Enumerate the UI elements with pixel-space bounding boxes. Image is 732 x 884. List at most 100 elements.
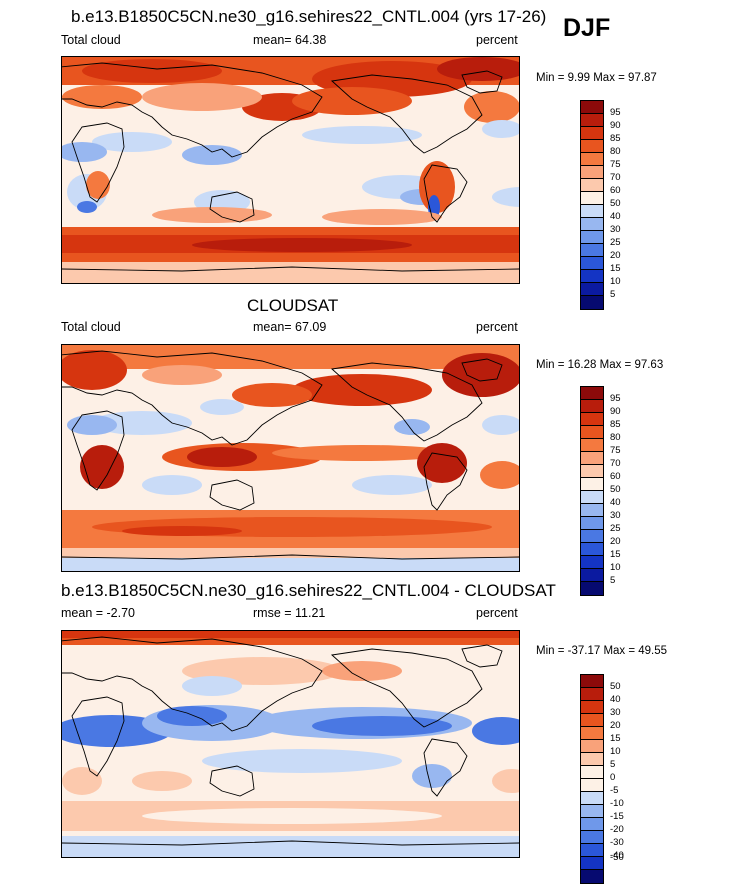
legend-swatch <box>581 205 603 218</box>
legend-tick: 10 <box>610 276 621 287</box>
legend-swatch <box>581 283 603 296</box>
legend-tick: 50 <box>610 681 621 692</box>
panel3-legend <box>580 674 604 884</box>
legend-tick: 80 <box>610 146 621 157</box>
legend-swatch <box>581 818 603 831</box>
legend-swatch <box>581 857 603 870</box>
legend-swatch <box>581 792 603 805</box>
legend-swatch <box>581 153 603 166</box>
panel2-field <box>62 345 519 571</box>
legend-tick: 95 <box>610 107 621 118</box>
legend-tick: 85 <box>610 419 621 430</box>
legend-swatch <box>581 400 603 413</box>
panel1-mean-label: mean= 64.38 <box>253 33 327 47</box>
legend-tick: 25 <box>610 523 621 534</box>
panel3-units-label: percent <box>476 606 518 620</box>
legend-tick: 25 <box>610 237 621 248</box>
panel1-map <box>61 56 520 284</box>
legend-swatch <box>581 675 603 688</box>
legend-tick: 75 <box>610 445 621 456</box>
legend-tick: -5 <box>610 785 619 796</box>
legend-tick: -50 <box>610 852 624 863</box>
legend-swatch <box>581 582 603 595</box>
legend-swatch <box>581 569 603 582</box>
legend-tick: 90 <box>610 120 621 131</box>
legend-tick: 70 <box>610 458 621 469</box>
legend-tick: 70 <box>610 172 621 183</box>
legend-swatch <box>581 439 603 452</box>
legend-swatch <box>581 140 603 153</box>
legend-tick: 15 <box>610 549 621 560</box>
legend-swatch <box>581 114 603 127</box>
legend-swatch <box>581 244 603 257</box>
legend-tick: 5 <box>610 759 616 770</box>
legend-swatch <box>581 844 603 857</box>
legend-tick: 10 <box>610 746 621 757</box>
legend-tick: 50 <box>610 198 621 209</box>
legend-swatch <box>581 805 603 818</box>
legend-tick: 60 <box>610 185 621 196</box>
panel1-title: b.e13.B1850C5CN.ne30_g16.sehires22_CNTL.… <box>71 7 547 26</box>
legend-swatch <box>581 296 603 309</box>
legend-tick: 85 <box>610 133 621 144</box>
legend-swatch <box>581 257 603 270</box>
legend-swatch <box>581 701 603 714</box>
legend-swatch <box>581 478 603 491</box>
legend-tick: -40 <box>610 850 624 861</box>
legend-tick: 80 <box>610 432 621 443</box>
legend-swatch <box>581 831 603 844</box>
legend-swatch <box>581 753 603 766</box>
legend-swatch <box>581 413 603 426</box>
legend-tick: 15 <box>610 263 621 274</box>
legend-tick: 15 <box>610 733 621 744</box>
panel2-units-label: percent <box>476 320 518 334</box>
legend-swatch <box>581 218 603 231</box>
legend-tick: 30 <box>610 707 621 718</box>
legend-swatch <box>581 714 603 727</box>
legend-swatch <box>581 740 603 753</box>
legend-swatch <box>581 504 603 517</box>
legend-swatch <box>581 779 603 792</box>
panel1-left-label: Total cloud <box>61 33 121 47</box>
panel2-title: CLOUDSAT <box>247 296 339 315</box>
legend-tick: 40 <box>610 694 621 705</box>
panel2-map <box>61 344 520 572</box>
legend-tick: 90 <box>610 406 621 417</box>
legend-tick: 20 <box>610 720 621 731</box>
legend-swatch <box>581 127 603 140</box>
panel2-legend <box>580 386 604 596</box>
legend-swatch <box>581 465 603 478</box>
legend-tick: 30 <box>610 224 621 235</box>
legend-tick: 20 <box>610 536 621 547</box>
legend-tick: 95 <box>610 393 621 404</box>
legend-tick: 40 <box>610 497 621 508</box>
legend-tick: 5 <box>610 575 616 586</box>
legend-tick: 0 <box>610 772 616 783</box>
legend-swatch <box>581 452 603 465</box>
panel2-minmax: Min = 16.28 Max = 97.63 <box>536 359 664 371</box>
legend-tick: 20 <box>610 250 621 261</box>
legend-swatch <box>581 192 603 205</box>
legend-tick: 75 <box>610 159 621 170</box>
legend-swatch <box>581 543 603 556</box>
legend-tick: -30 <box>610 837 624 848</box>
legend-swatch <box>581 491 603 504</box>
legend-swatch <box>581 270 603 283</box>
legend-tick: -15 <box>610 811 624 822</box>
legend-swatch <box>581 727 603 740</box>
legend-tick: -10 <box>610 798 624 809</box>
panel3-field <box>62 631 519 857</box>
panel1-minmax: Min = 9.99 Max = 97.87 <box>536 72 657 84</box>
legend-swatch <box>581 530 603 543</box>
legend-swatch <box>581 179 603 192</box>
legend-tick: 60 <box>610 471 621 482</box>
legend-tick: 30 <box>610 510 621 521</box>
legend-tick: -20 <box>610 824 624 835</box>
season-label: DJF <box>563 14 611 42</box>
legend-swatch <box>581 387 603 400</box>
panel1-legend <box>580 100 604 310</box>
legend-swatch <box>581 231 603 244</box>
legend-tick: 10 <box>610 562 621 573</box>
legend-tick: 5 <box>610 289 616 300</box>
legend-swatch <box>581 688 603 701</box>
